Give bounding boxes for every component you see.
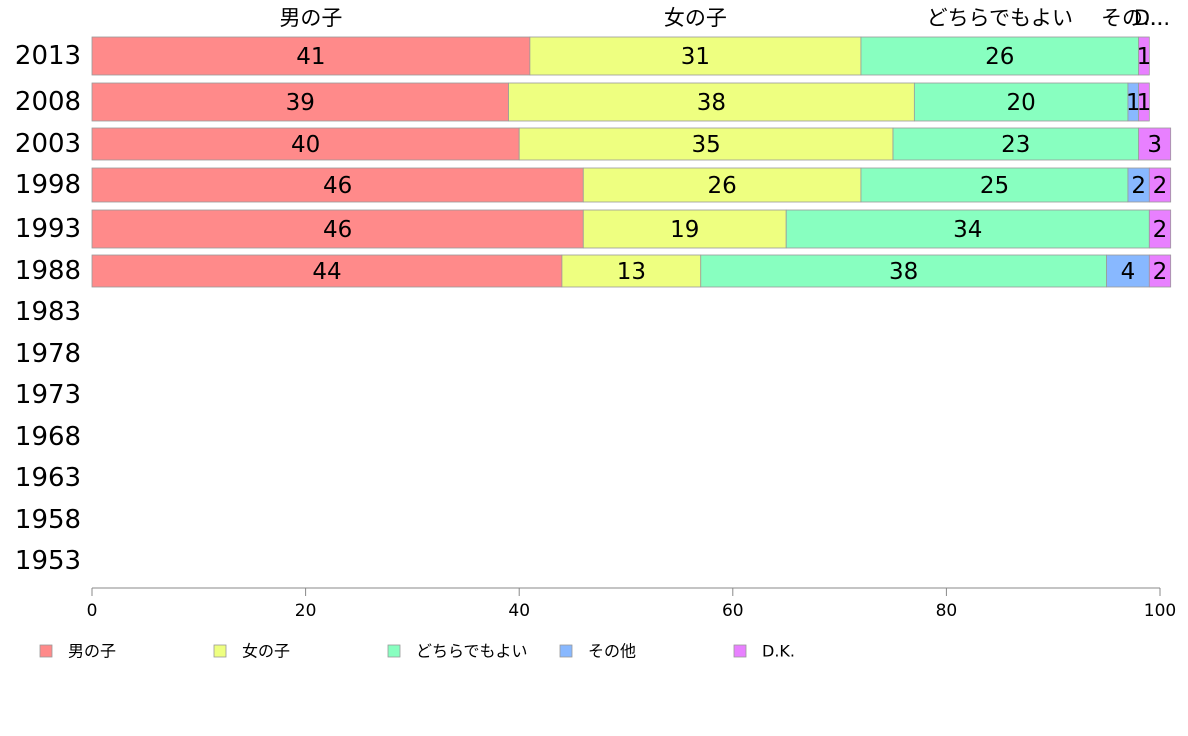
legend-swatch (387, 644, 401, 658)
bar-segment (860, 167, 1129, 203)
series-header: 男の子 (279, 6, 342, 30)
series-header: その... (1101, 6, 1163, 30)
legend-label: その他 (588, 642, 636, 661)
bar-value-label: 2 (1153, 173, 1168, 199)
legend-swatch (39, 644, 53, 658)
bar-value-label: 39 (286, 90, 315, 116)
series-header: D... (1134, 6, 1170, 30)
year-label: 1963 (15, 463, 81, 493)
bar-value-label: 25 (980, 173, 1009, 199)
x-axis: 0 20 40 60 80 100 (87, 587, 1176, 621)
bar-value-label: 3 (1147, 132, 1162, 158)
bar-value-label: 2 (1131, 173, 1146, 199)
x-tick-label: 40 (508, 601, 530, 621)
bar-value-label: 44 (312, 259, 341, 285)
bar-segment (91, 254, 563, 288)
legend-label: D.K. (762, 642, 795, 661)
legend-label: 男の子 (68, 642, 116, 661)
year-label: 2003 (15, 129, 81, 159)
year-label: 1973 (15, 380, 81, 410)
bar-segment (582, 209, 787, 249)
bar-segment (1138, 82, 1150, 122)
legend-label: どちらでもよい (416, 642, 528, 661)
bar-segment (91, 167, 584, 203)
year-label: 1998 (15, 170, 81, 200)
bar-segment (1138, 127, 1172, 161)
bar-value-label: 46 (323, 217, 352, 243)
legend: 男の子 女の子 どちらでもよい その他 D.K. (39, 642, 795, 661)
year-label: 1953 (15, 546, 81, 576)
year-label: 2013 (15, 41, 81, 71)
bar-segment (860, 36, 1140, 76)
bar-value-label: 19 (670, 217, 699, 243)
bar-segment (1148, 167, 1172, 203)
series-headers: 男の子 女の子 どちらでもよい その...D... (279, 6, 1170, 30)
year-label: 1958 (15, 505, 81, 535)
bar-segment (582, 167, 862, 203)
bar-value-label: 4 (1121, 259, 1136, 285)
series-header: どちらでもよい (927, 6, 1073, 30)
bar-segment (1138, 36, 1150, 76)
bar-value-label: 1 (1137, 90, 1152, 116)
bar-value-label: 26 (985, 44, 1014, 70)
x-tick-label: 100 (1144, 601, 1176, 621)
x-tick-label: 60 (722, 601, 744, 621)
legend-swatch (733, 644, 747, 658)
x-tick-label: 0 (87, 601, 98, 621)
bar-value-label: 1 (1137, 44, 1152, 70)
bar-value-label: 41 (296, 44, 325, 70)
bar-value-label: 35 (691, 132, 720, 158)
bar-segment (508, 82, 915, 122)
bar-value-label: 23 (1001, 132, 1030, 158)
year-label: 2008 (15, 87, 81, 117)
bar-value-label: 20 (1007, 90, 1036, 116)
series-header: 女の子 (664, 6, 727, 30)
year-label: 1988 (15, 256, 81, 286)
year-label: 1993 (15, 214, 81, 244)
bar-value-label: 34 (953, 217, 982, 243)
bar-segment (91, 36, 531, 76)
year-label: 1968 (15, 422, 81, 452)
bar-segment (91, 127, 520, 161)
x-tick-label: 20 (295, 601, 317, 621)
bar-segment (91, 209, 584, 249)
legend-label: 女の子 (242, 642, 290, 661)
bar-value-label: 26 (707, 173, 736, 199)
bar-segment (529, 36, 862, 76)
bar-segment (892, 127, 1140, 161)
bar-segment (913, 82, 1129, 122)
bar-value-label: 2 (1153, 259, 1168, 285)
x-tick-label: 80 (936, 601, 958, 621)
bar-segment (91, 82, 509, 122)
legend-swatch (213, 644, 227, 658)
bar-segment (561, 254, 702, 288)
bar-segment (1148, 254, 1172, 288)
year-label: 1978 (15, 339, 81, 369)
bar-value-label: 46 (323, 173, 352, 199)
bar-segment (518, 127, 894, 161)
bar-value-label: 31 (681, 44, 710, 70)
bar-value-label: 38 (697, 90, 726, 116)
bar-value-label: 1 (1126, 90, 1141, 116)
bar-segment (785, 209, 1150, 249)
year-label: 1983 (15, 297, 81, 327)
bar-value-label: 13 (617, 259, 646, 285)
bar-segment (700, 254, 1108, 288)
legend-swatch (559, 644, 573, 658)
bar-value-label: 40 (291, 132, 320, 158)
bar-value-label: 38 (889, 259, 918, 285)
year-axis-labels: 2013 2008 2003 1998 1993 1988 1983 1978 1973 1968… (15, 41, 81, 576)
bar-value-label: 2 (1153, 217, 1168, 243)
bar-segment (1148, 209, 1172, 249)
